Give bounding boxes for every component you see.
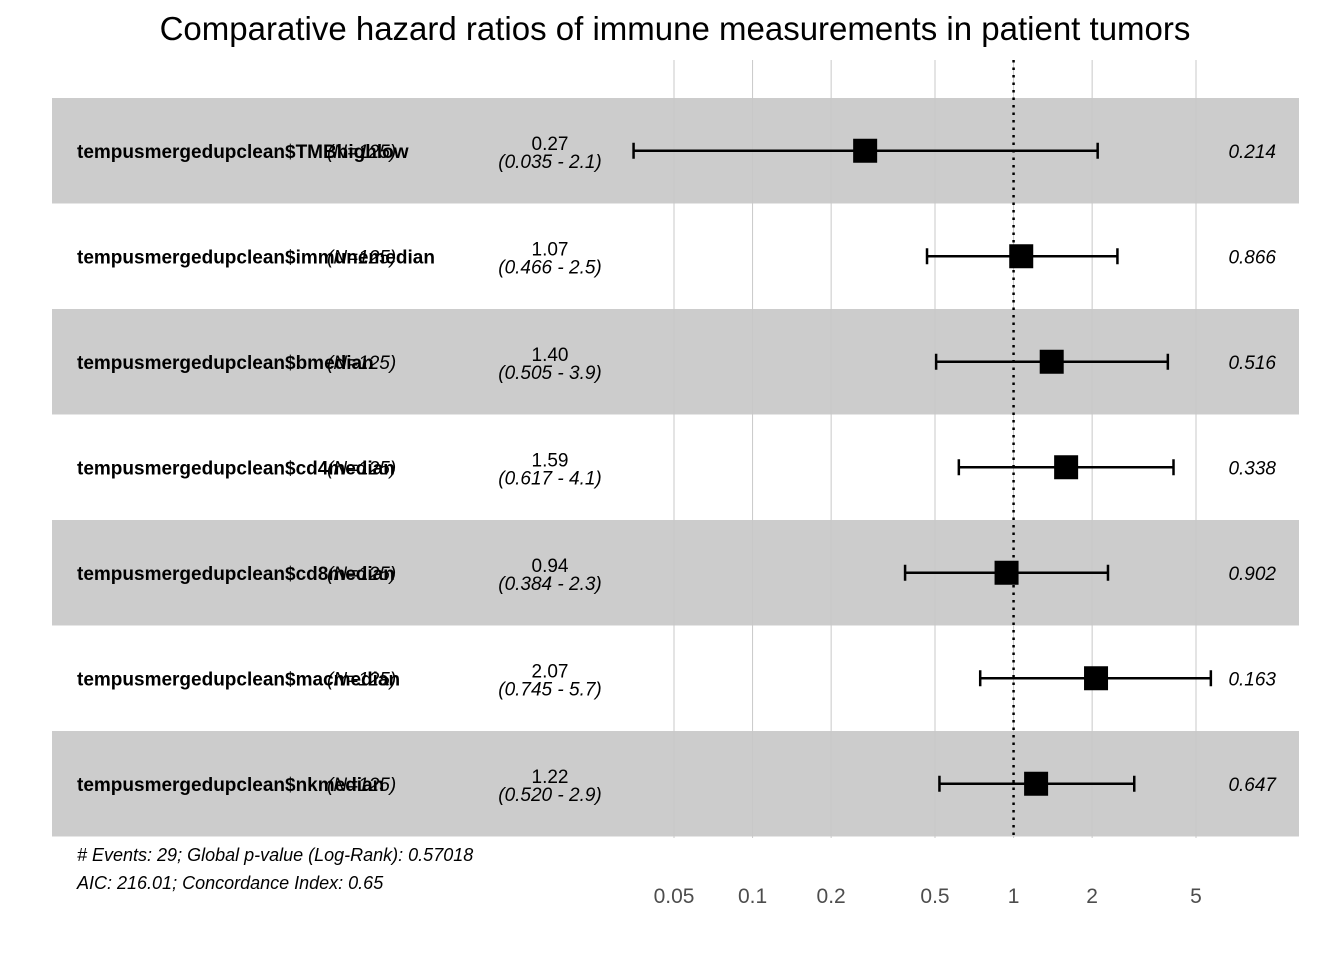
ci-label: (0.520 - 2.9): [498, 785, 602, 806]
variable-label: tempusmergedupclean$macmedian: [77, 669, 400, 690]
variable-label: tempusmergedupclean$TMBhighlow: [77, 142, 409, 163]
x-tick-label: 0.1: [738, 885, 767, 908]
n-label: (N=125): [327, 564, 396, 585]
hr-marker: [1009, 244, 1034, 269]
ci-label: (0.745 - 5.7): [498, 679, 602, 700]
row-labels: tempusmergedupclean$TMBhighlow(N=125) 0.2…: [77, 134, 1277, 806]
hr-value-label: 1.22: [532, 767, 569, 788]
n-label: (N=125): [327, 247, 396, 268]
p-value-label: 0.516: [1228, 353, 1276, 374]
p-value-label: 0.214: [1228, 142, 1276, 163]
hr-value-label: 0.27: [532, 134, 569, 155]
p-value-label: 0.866: [1228, 247, 1276, 268]
ci-label: (0.384 - 2.3): [498, 574, 602, 595]
n-label: (N=125): [327, 458, 396, 479]
hr-marker: [1054, 455, 1079, 480]
hr-value-label: 2.07: [532, 661, 569, 682]
variable-label: tempusmergedupclean$nkmedian: [77, 775, 384, 796]
hr-marker: [1084, 666, 1109, 691]
p-value-label: 0.647: [1228, 775, 1277, 796]
n-label: (N=125): [327, 775, 396, 796]
hr-value-label: 1.07: [532, 239, 569, 260]
ci-label: (0.035 - 2.1): [498, 152, 602, 173]
x-tick-label: 2: [1086, 885, 1098, 908]
n-label: (N=125): [327, 669, 396, 690]
variable-label: tempusmergedupclean$cd4median: [77, 458, 395, 479]
variable-label: tempusmergedupclean$bmedian: [77, 353, 374, 374]
hr-marker: [1039, 349, 1064, 374]
data-marks: [632, 138, 1213, 796]
p-value-label: 0.163: [1228, 669, 1276, 690]
hr-marker: [994, 560, 1019, 585]
gridlines: [673, 60, 1197, 838]
hr-value-label: 0.94: [532, 556, 569, 577]
x-axis-ticks: 0.05 0.1 0.2 0.5 1 2 5: [654, 885, 1202, 908]
hr-value-label: 1.59: [532, 450, 569, 471]
ci-label: (0.617 - 4.1): [498, 468, 602, 489]
hr-marker: [853, 138, 878, 163]
x-tick-label: 0.2: [817, 885, 846, 908]
hr-marker: [1024, 771, 1049, 796]
x-tick-label: 1: [1008, 885, 1020, 908]
footer-events: # Events: 29; Global p-value (Log-Rank):…: [77, 845, 473, 865]
n-label: (N=125): [327, 142, 396, 163]
footer-aic: AIC: 216.01; Concordance Index: 0.65: [76, 873, 384, 893]
n-label: (N=125): [327, 353, 396, 374]
variable-label: tempusmergedupclean$immunemedian: [77, 247, 435, 268]
x-tick-label: 5: [1190, 885, 1202, 908]
chart-title: Comparative hazard ratios of immune meas…: [160, 10, 1191, 47]
ci-label: (0.466 - 2.5): [498, 257, 602, 278]
x-tick-label: 0.5: [920, 885, 949, 908]
p-value-label: 0.338: [1228, 458, 1276, 479]
variable-label: tempusmergedupclean$cd8median: [77, 564, 395, 585]
x-tick-label: 0.05: [654, 885, 695, 908]
ci-label: (0.505 - 3.9): [498, 363, 602, 384]
hr-value-label: 1.40: [532, 345, 569, 366]
p-value-label: 0.902: [1228, 564, 1276, 585]
